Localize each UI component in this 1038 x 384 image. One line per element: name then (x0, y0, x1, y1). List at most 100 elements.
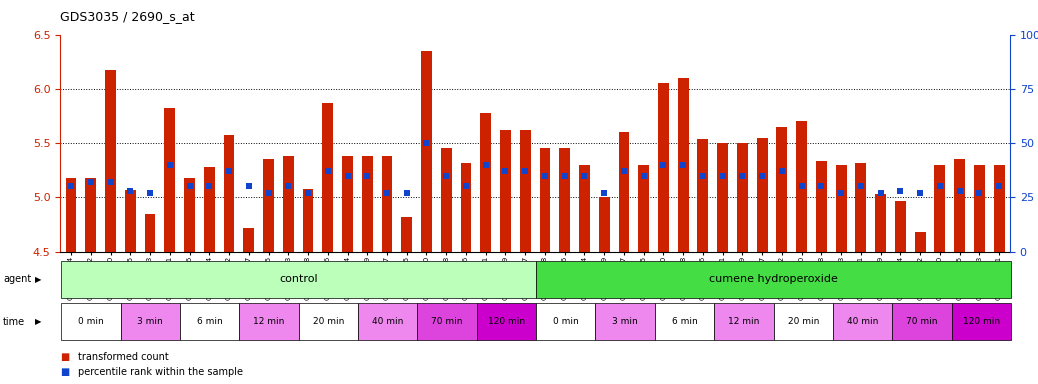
Bar (619, 132, 629, 252)
Bar (993, 165, 1005, 252)
Bar (164, 108, 175, 252)
Bar (875, 194, 886, 252)
Point (517, 168, 534, 174)
Text: 40 min: 40 min (847, 317, 878, 326)
Bar (698, 139, 708, 252)
Text: 3 min: 3 min (612, 317, 638, 326)
Point (911, 190, 928, 196)
Point (62, 184, 79, 190)
Text: 12 min: 12 min (728, 317, 760, 326)
Bar (638, 165, 649, 252)
Bar (757, 137, 767, 252)
Bar (243, 228, 254, 252)
Point (773, 168, 790, 174)
Point (300, 190, 317, 196)
Bar (362, 156, 373, 252)
Bar (796, 121, 808, 252)
Point (714, 172, 731, 179)
Point (852, 184, 869, 190)
Point (734, 172, 750, 179)
Bar (974, 165, 985, 252)
Text: percentile rank within the sample: percentile rank within the sample (78, 367, 243, 377)
Bar (65, 178, 77, 252)
Bar (223, 136, 235, 252)
Text: 70 min: 70 min (431, 317, 463, 326)
Point (991, 184, 1008, 190)
Bar (658, 83, 668, 252)
Bar (203, 167, 215, 252)
Bar (125, 190, 136, 252)
Point (458, 184, 474, 190)
Bar (441, 149, 452, 252)
Text: 6 min: 6 min (672, 317, 698, 326)
Point (972, 190, 988, 196)
Point (201, 184, 218, 190)
Point (832, 190, 849, 196)
Point (418, 140, 435, 146)
Point (359, 172, 376, 179)
Bar (836, 165, 847, 252)
Point (162, 162, 179, 168)
Point (754, 172, 770, 179)
Bar (382, 156, 392, 252)
Bar (579, 165, 590, 252)
Text: 120 min: 120 min (488, 317, 525, 326)
Point (399, 190, 415, 196)
Text: 0 min: 0 min (78, 317, 104, 326)
Text: 70 min: 70 min (906, 317, 937, 326)
Bar (717, 143, 728, 252)
Bar (343, 156, 353, 252)
Bar (282, 156, 294, 252)
Text: control: control (279, 274, 318, 285)
Point (813, 184, 829, 190)
Bar (855, 162, 867, 252)
Point (339, 172, 356, 179)
Bar (914, 232, 926, 252)
Bar (895, 200, 906, 252)
Point (596, 190, 612, 196)
Bar (934, 165, 946, 252)
Point (122, 188, 139, 194)
Bar (85, 178, 97, 252)
Point (793, 184, 810, 190)
Bar (144, 214, 156, 252)
Text: ▶: ▶ (35, 275, 42, 284)
Point (497, 168, 514, 174)
Bar (540, 149, 550, 252)
Point (616, 168, 632, 174)
Text: 12 min: 12 min (253, 317, 284, 326)
Bar (599, 197, 609, 252)
Bar (737, 143, 747, 252)
Bar (678, 78, 688, 252)
Point (694, 172, 711, 179)
Text: GDS3035 / 2690_s_at: GDS3035 / 2690_s_at (60, 10, 195, 23)
Bar (421, 51, 432, 252)
Point (438, 172, 455, 179)
Bar (520, 130, 530, 252)
Text: ▶: ▶ (35, 317, 42, 326)
Point (182, 184, 198, 190)
Text: 6 min: 6 min (197, 317, 222, 326)
Text: 120 min: 120 min (962, 317, 1000, 326)
Text: agent: agent (3, 274, 31, 285)
Point (655, 162, 672, 168)
Point (576, 172, 593, 179)
Bar (461, 162, 471, 252)
Point (103, 179, 119, 185)
Bar (559, 149, 570, 252)
Point (892, 188, 908, 194)
Point (675, 162, 691, 168)
Point (241, 184, 257, 190)
Point (142, 190, 159, 196)
Point (931, 184, 948, 190)
Point (320, 168, 336, 174)
Text: 3 min: 3 min (137, 317, 163, 326)
Point (221, 168, 238, 174)
Point (635, 172, 652, 179)
Point (379, 190, 395, 196)
Point (872, 190, 889, 196)
Bar (105, 70, 116, 252)
Bar (263, 159, 274, 252)
Text: 40 min: 40 min (372, 317, 404, 326)
Bar (481, 113, 491, 252)
